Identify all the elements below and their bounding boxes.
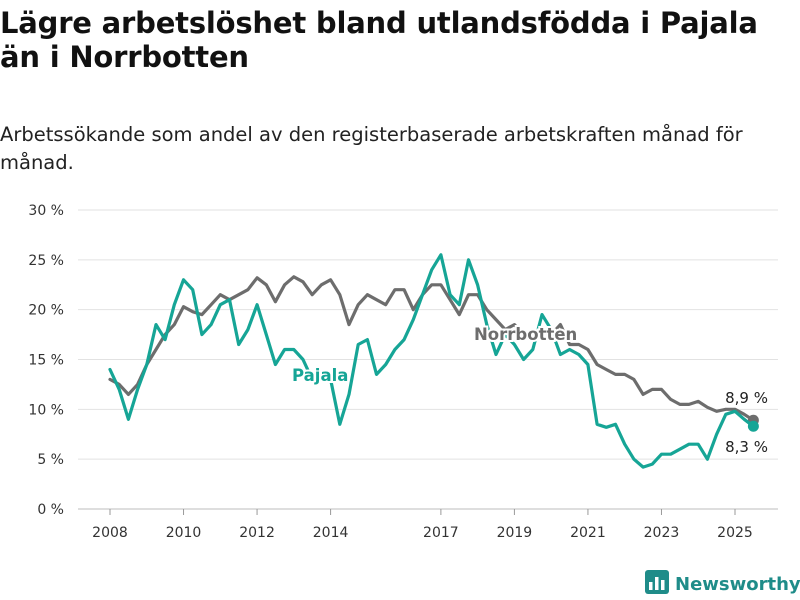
x-tick-label: 2008 (92, 525, 128, 541)
gridlines (78, 209, 778, 510)
y-tick-label: 15 % (28, 353, 64, 369)
y-tick-label: 30 % (28, 203, 64, 219)
series-lines (108, 253, 759, 469)
y-tick-label: 0 % (37, 502, 64, 518)
x-axis-ticks: 2008 2010 2012 2014 2017 2019 2021 2023 2025 (92, 509, 753, 541)
y-tick-label: 10 % (28, 402, 64, 418)
x-tick-label: 2012 (239, 525, 275, 541)
chart-title: Lägre arbetslöshet bland utlandsfödda i … (0, 6, 758, 74)
series-line-norrbotten (108, 275, 755, 422)
x-tick-label: 2014 (313, 525, 349, 541)
series-label-norrbotten: Norrbotten (474, 325, 577, 344)
end-label-norrbotten: 8,9 % (725, 389, 768, 407)
series-labels: Norrbotten Pajala 8,9 % 8,3 % (290, 323, 768, 456)
x-tick-label: 2019 (497, 525, 533, 541)
x-tick-label: 2017 (423, 525, 459, 541)
brand-name: Newsworthy (675, 573, 800, 595)
series-label-pajala: Pajala (292, 366, 348, 385)
y-axis-ticks: 0 % 5 % 10 % 15 % 20 % 25 % 30 % (28, 203, 64, 518)
newsworthy-brand: Newsworthy (645, 570, 800, 598)
x-tick-label: 2010 (166, 525, 202, 541)
end-point-pajala (747, 420, 759, 432)
bar-chart-logo-icon (645, 570, 669, 598)
x-tick-label: 2023 (644, 525, 680, 541)
y-tick-label: 20 % (28, 303, 64, 319)
series-line-pajala (108, 253, 755, 469)
y-tick-label: 25 % (28, 253, 64, 269)
x-tick-label: 2025 (717, 525, 753, 541)
x-tick-label: 2021 (570, 525, 606, 541)
end-label-pajala: 8,3 % (725, 438, 768, 456)
y-tick-label: 5 % (37, 452, 64, 468)
chart-subtitle: Arbetssökande som andel av den registerb… (0, 123, 743, 174)
